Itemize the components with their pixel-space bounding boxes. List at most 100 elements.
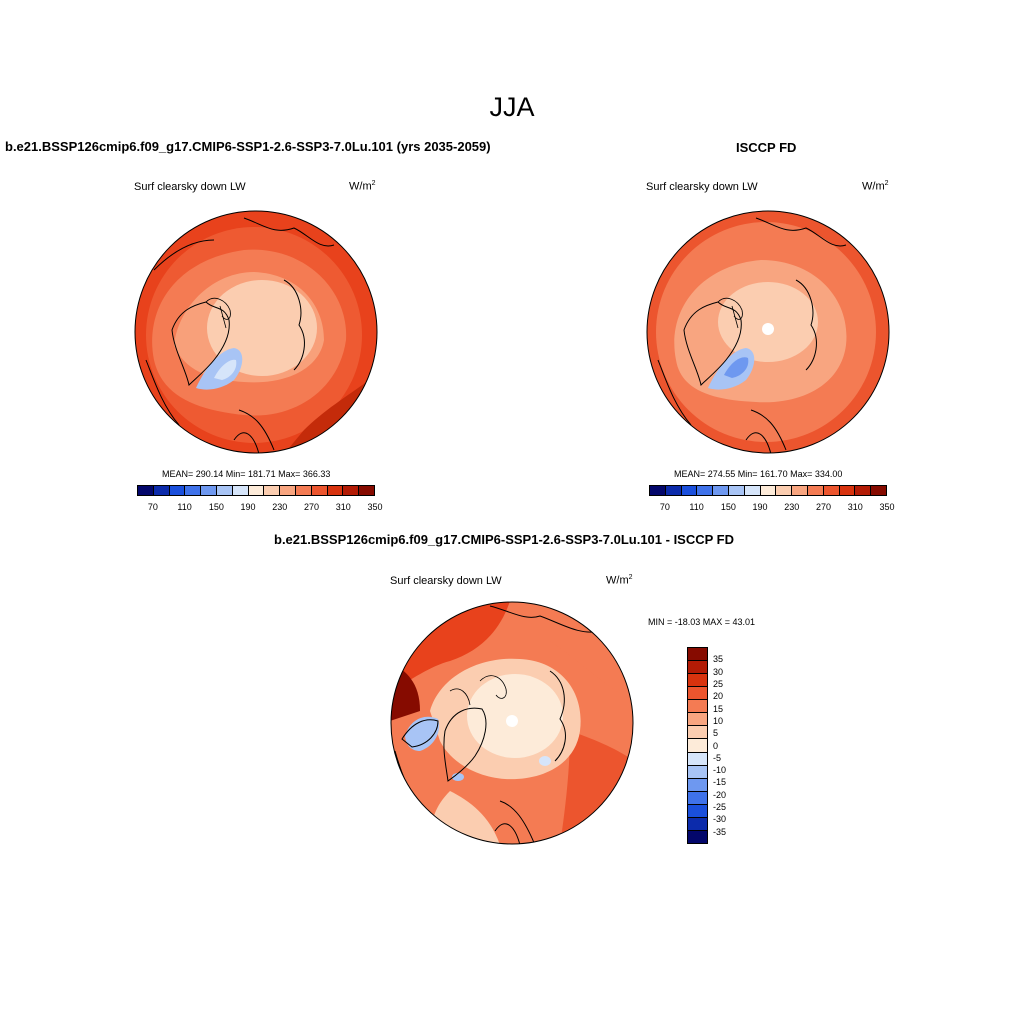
colorbar-tick-label: 35 <box>713 654 724 665</box>
colorbar-swatch <box>248 486 265 495</box>
colorbar-swatch <box>688 739 707 753</box>
colorbar-tick-label: 70 <box>147 502 158 512</box>
colorbar-tick-label: 25 <box>713 678 724 689</box>
colorbar-tick-label: 5 <box>713 728 719 739</box>
colorbar-tick-label: -30 <box>713 814 727 825</box>
left-map-greenland-core <box>214 359 237 380</box>
colorbar-tick-label: -10 <box>713 765 727 776</box>
left-map-coastline-europe <box>233 409 275 453</box>
colorbar-swatch <box>688 830 707 843</box>
colorbar-tick-label: 190 <box>752 502 768 512</box>
right-colorbar <box>649 485 887 496</box>
colorbar-tick-label: 270 <box>304 502 320 512</box>
colorbar-tick-label: -35 <box>713 826 727 837</box>
colorbar-tick-label: -15 <box>713 777 727 788</box>
diff-map-border <box>390 601 634 845</box>
left-unit-label: W/m2 <box>349 180 376 193</box>
right-map-coastline-asia <box>755 217 847 247</box>
colorbar-swatch <box>688 687 707 701</box>
colorbar-tick-label: 30 <box>713 666 724 677</box>
colorbar-tick-label: 10 <box>713 715 724 726</box>
diff-unit-label: W/m2 <box>606 574 633 587</box>
diff-map-coastline-greenland <box>443 707 487 782</box>
colorbar-swatch <box>688 791 707 805</box>
diff-stats: MIN = -18.03 MAX = 43.01 <box>648 617 756 627</box>
colorbar-swatch <box>688 674 707 688</box>
colorbar-swatch <box>776 486 793 495</box>
colorbar-swatch <box>665 486 682 495</box>
colorbar-swatch <box>688 726 707 740</box>
colorbar-tick-label: 270 <box>816 502 832 512</box>
diff-map-cold-spot <box>452 773 464 781</box>
left-map-coastline-asia <box>243 217 335 247</box>
colorbar-swatch <box>232 486 249 495</box>
colorbar-tick-label: 350 <box>367 502 383 512</box>
colorbar-tick-label: -20 <box>713 789 727 800</box>
left-map-coastline-greenland <box>171 301 230 387</box>
right-map-pole-hole <box>762 323 774 335</box>
diff-map-coastline-asia <box>489 605 601 633</box>
colorbar-tick-label: -25 <box>713 802 727 813</box>
colorbar-swatch <box>295 486 312 495</box>
colorbar-swatch <box>311 486 328 495</box>
left-colorbar-ticks: 70 110 150 190 230 270 310 350 <box>137 502 383 514</box>
right-stats: MEAN= 274.55 Min= 161.70 Max= 334.00 <box>674 469 843 479</box>
colorbar-swatch <box>650 486 666 495</box>
colorbar-swatch <box>201 486 217 495</box>
colorbar-tick-label: -5 <box>713 752 722 763</box>
right-map-coastline-america <box>657 359 692 426</box>
right-map-arctic-field <box>718 282 818 362</box>
colorbar-tick-label: 230 <box>272 502 288 512</box>
colorbar-swatch <box>688 752 707 766</box>
right-map-coastline-europe <box>745 409 787 453</box>
colorbar-swatch <box>343 486 360 495</box>
right-colorbar-ticks: 70 110 150 190 230 270 310 350 <box>649 502 895 514</box>
diff-variable-label: Surf clearsky down LW <box>390 575 502 587</box>
right-map-coastline-greenland <box>683 301 742 387</box>
diff-map-cold-spot-2 <box>539 756 551 766</box>
colorbar-tick-label: 15 <box>713 703 724 714</box>
colorbar-swatch <box>264 486 281 495</box>
colorbar-tick-label: 20 <box>713 691 724 702</box>
colorbar-swatch <box>688 778 707 792</box>
diff-map-coastline-europe <box>494 800 536 844</box>
colorbar-tick-label: 0 <box>713 740 719 751</box>
left-map-coastline-archipelago <box>205 297 231 329</box>
colorbar-swatch <box>871 486 886 495</box>
left-map-greenland-cold <box>196 348 243 390</box>
colorbar-tick-label: 230 <box>784 502 800 512</box>
right-map-border <box>646 210 890 454</box>
diff-map-coastline-archipelago <box>449 675 507 706</box>
colorbar-swatch <box>688 661 707 675</box>
colorbar-swatch <box>169 486 186 495</box>
colorbar-swatch <box>839 486 856 495</box>
left-map-border <box>134 210 378 454</box>
diff-panel-title: b.e21.BSSP126cmip6.f09_g17.CMIP6-SSP1-2.… <box>274 532 735 547</box>
colorbar-tick-label: 190 <box>240 502 256 512</box>
right-map-coastline-siberia <box>795 279 817 371</box>
right-map-greenland-core <box>724 357 749 378</box>
right-polar-map <box>646 210 890 454</box>
colorbar-swatch <box>792 486 808 495</box>
colorbar-swatch <box>697 486 714 495</box>
colorbar-swatch <box>216 486 233 495</box>
diff-map-pole-hole <box>506 715 518 727</box>
colorbar-swatch <box>688 817 707 831</box>
colorbar-swatch <box>688 713 707 727</box>
left-map-coastline-america <box>145 359 180 426</box>
right-variable-label: Surf clearsky down LW <box>646 181 758 193</box>
left-variable-label: Surf clearsky down LW <box>134 181 246 193</box>
colorbar-tick-label: 150 <box>720 502 736 512</box>
diff-colorbar-ticks: 35 30 25 20 15 10 5 0 -5 -10 -15 -20 -25 -30 -35 <box>713 647 753 844</box>
colorbar-swatch <box>688 648 707 662</box>
left-colorbar <box>137 485 375 496</box>
diff-map-coastline-baffin <box>401 719 439 748</box>
colorbar-swatch <box>681 486 698 495</box>
colorbar-tick-label: 310 <box>847 502 863 512</box>
left-map-coastline-siberia <box>283 279 305 371</box>
colorbar-swatch <box>359 486 374 495</box>
colorbar-tick-label: 150 <box>208 502 224 512</box>
diff-polar-map <box>390 601 634 845</box>
right-panel-title: ISCCP FD <box>736 140 797 155</box>
colorbar-swatch <box>153 486 170 495</box>
